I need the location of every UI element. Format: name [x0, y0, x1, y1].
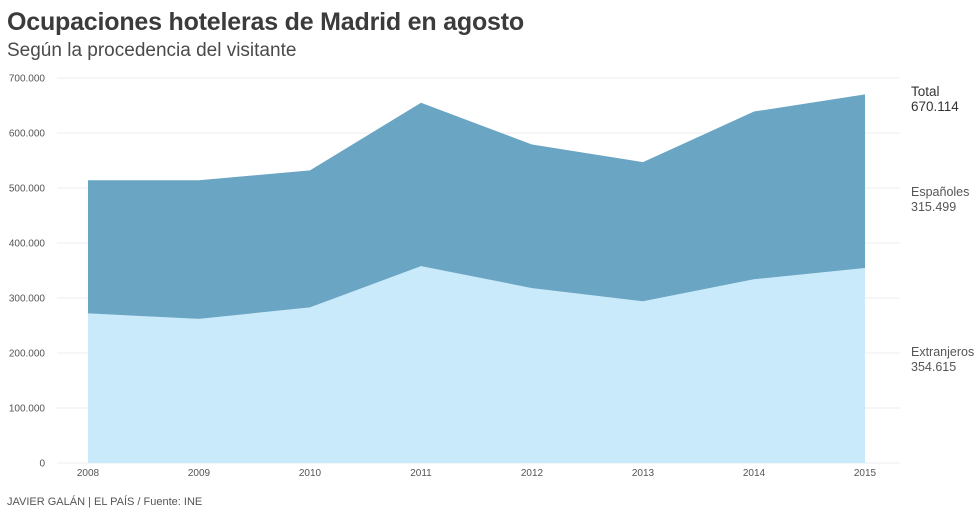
end-label-name-extranjeros: Extranjeros — [911, 345, 974, 359]
x-tick-label: 2009 — [188, 468, 211, 479]
end-label-value-espanoles: 315.499 — [911, 200, 956, 214]
y-tick-label: 700.000 — [9, 74, 46, 85]
chart-subtitle: Según la procedencia del visitante — [7, 40, 297, 61]
x-tick-label: 2015 — [854, 468, 877, 479]
area-espa-oles — [88, 94, 865, 319]
stacked-area-chart: 0 100.000 200.000 300.000 400.000 500.000 600.… — [9, 74, 974, 480]
y-tick-label: 400.000 — [9, 239, 46, 250]
area-extranjeros — [88, 266, 865, 463]
y-tick-label: 100.000 — [9, 404, 46, 415]
y-tick-label: 600.000 — [9, 129, 46, 140]
y-tick-label: 300.000 — [9, 294, 46, 305]
end-label-value-total: 670.114 — [911, 99, 959, 114]
x-tick-label: 2014 — [743, 468, 766, 479]
end-label-value-extranjeros: 354.615 — [911, 360, 956, 374]
area-series — [88, 94, 865, 463]
x-tick-label: 2010 — [299, 468, 322, 479]
y-tick-label: 200.000 — [9, 349, 46, 360]
x-tick-label: 2012 — [521, 468, 544, 479]
x-axis: 2008 2009 2010 2011 2012 2013 2014 2015 — [77, 468, 877, 479]
chart-title: Ocupaciones hoteleras de Madrid en agost… — [7, 8, 524, 36]
source-credit: JAVIER GALÁN | EL PAÍS / Fuente: INE — [7, 496, 203, 508]
x-tick-label: 2011 — [410, 468, 432, 479]
x-tick-label: 2008 — [77, 468, 100, 479]
y-axis: 0 100.000 200.000 300.000 400.000 500.000 600.… — [9, 74, 46, 470]
x-tick-label: 2013 — [632, 468, 655, 479]
y-tick-label: 500.000 — [9, 184, 46, 195]
end-label-name-espanoles: Españoles — [911, 185, 969, 199]
y-tick-label: 0 — [39, 459, 45, 470]
end-label-name-total: Total — [911, 84, 940, 99]
